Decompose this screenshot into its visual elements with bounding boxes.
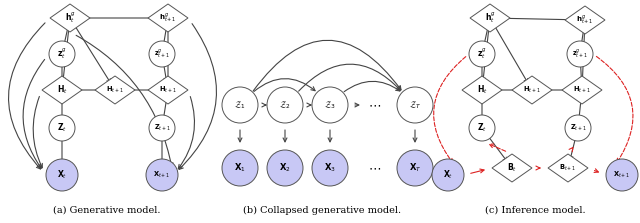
Circle shape	[222, 150, 258, 186]
Polygon shape	[42, 76, 82, 104]
Text: $\mathbf{H}_{t+1}$: $\mathbf{H}_{t+1}$	[106, 85, 124, 95]
Text: $\mathbf{h}_{t+1}^g$: $\mathbf{h}_{t+1}^g$	[159, 12, 177, 25]
Circle shape	[469, 41, 495, 67]
Polygon shape	[565, 6, 605, 34]
Circle shape	[567, 41, 593, 67]
Text: $\mathbf{X}_1$: $\mathbf{X}_1$	[234, 162, 246, 174]
Circle shape	[49, 115, 75, 141]
Polygon shape	[148, 76, 188, 104]
Circle shape	[397, 87, 433, 123]
Text: (b) Collapsed generative model.: (b) Collapsed generative model.	[243, 205, 401, 215]
Circle shape	[149, 41, 175, 67]
Text: $\mathcal{Z}_2$: $\mathcal{Z}_2$	[279, 99, 291, 111]
Circle shape	[46, 159, 78, 191]
Text: $\mathcal{Z}_1$: $\mathcal{Z}_1$	[234, 99, 246, 111]
Circle shape	[267, 150, 303, 186]
Text: $\mathbf{h}_{t+1}^g$: $\mathbf{h}_{t+1}^g$	[576, 14, 594, 27]
Polygon shape	[492, 154, 532, 182]
Polygon shape	[148, 4, 188, 32]
Text: $\mathbf{X}_2$: $\mathbf{X}_2$	[279, 162, 291, 174]
Text: $\mathbf{X}_{t+1}$: $\mathbf{X}_{t+1}$	[154, 170, 171, 180]
Text: $\mathbf{H}_t$: $\mathbf{H}_t$	[477, 84, 488, 96]
Circle shape	[565, 115, 591, 141]
Text: (c) Inference model.: (c) Inference model.	[484, 206, 586, 215]
Polygon shape	[50, 4, 90, 32]
Text: $\mathbf{X}_t$: $\mathbf{X}_t$	[443, 169, 453, 181]
Text: $\mathbf{Z}_{t+1}$: $\mathbf{Z}_{t+1}$	[154, 123, 170, 133]
Polygon shape	[470, 4, 510, 32]
Polygon shape	[95, 76, 135, 104]
Circle shape	[606, 159, 638, 191]
Text: $\mathbf{H}_{t+1}$: $\mathbf{H}_{t+1}$	[523, 85, 541, 95]
Circle shape	[397, 150, 433, 186]
Text: $\mathbf{Z}_{t+1}$: $\mathbf{Z}_{t+1}$	[570, 123, 586, 133]
Circle shape	[149, 115, 175, 141]
Text: $\mathcal{Z}_3$: $\mathcal{Z}_3$	[324, 99, 336, 111]
Circle shape	[49, 41, 75, 67]
Text: (a) Generative model.: (a) Generative model.	[53, 206, 161, 215]
Circle shape	[267, 87, 303, 123]
Text: $\mathbf{X}_3$: $\mathbf{X}_3$	[324, 162, 336, 174]
Text: $\mathbf{z}_{t+1}^g$: $\mathbf{z}_{t+1}^g$	[572, 47, 588, 60]
Text: $\mathbf{B}_{t+1}$: $\mathbf{B}_{t+1}$	[559, 163, 577, 173]
Polygon shape	[462, 76, 502, 104]
Text: $\mathbf{X}_T$: $\mathbf{X}_T$	[409, 162, 421, 174]
Circle shape	[432, 159, 464, 191]
Circle shape	[222, 87, 258, 123]
Text: $\cdots$: $\cdots$	[369, 99, 381, 112]
Circle shape	[312, 150, 348, 186]
Polygon shape	[562, 76, 602, 104]
Text: $\mathbf{X}_t$: $\mathbf{X}_t$	[57, 169, 67, 181]
Text: $\mathbf{Z}_t$: $\mathbf{Z}_t$	[57, 122, 67, 134]
Text: $\cdots$: $\cdots$	[369, 161, 381, 175]
Text: $\mathbf{B}_t$: $\mathbf{B}_t$	[507, 162, 517, 174]
Text: $\mathbf{z}_{t+1}^g$: $\mathbf{z}_{t+1}^g$	[154, 47, 170, 60]
Text: $\mathbf{H}_{t+1}$: $\mathbf{H}_{t+1}$	[573, 85, 591, 95]
Polygon shape	[512, 76, 552, 104]
Text: $\mathbf{H}_{t+1}$: $\mathbf{H}_{t+1}$	[159, 85, 177, 95]
Text: $\mathbf{h}_t^g$: $\mathbf{h}_t^g$	[484, 11, 495, 25]
Text: $\mathbf{h}_t^g$: $\mathbf{h}_t^g$	[65, 11, 76, 25]
Circle shape	[312, 87, 348, 123]
Text: $\mathcal{Z}_T$: $\mathcal{Z}_T$	[409, 99, 421, 111]
Text: $\mathbf{X}_{t+1}$: $\mathbf{X}_{t+1}$	[613, 170, 630, 180]
Text: $\mathbf{z}_t^g$: $\mathbf{z}_t^g$	[57, 47, 67, 61]
Text: $\mathbf{H}_t$: $\mathbf{H}_t$	[56, 84, 67, 96]
Text: $\mathbf{Z}_t$: $\mathbf{Z}_t$	[477, 122, 487, 134]
Text: $\mathbf{z}_t^g$: $\mathbf{z}_t^g$	[477, 47, 487, 61]
Polygon shape	[548, 154, 588, 182]
Circle shape	[469, 115, 495, 141]
Circle shape	[146, 159, 178, 191]
